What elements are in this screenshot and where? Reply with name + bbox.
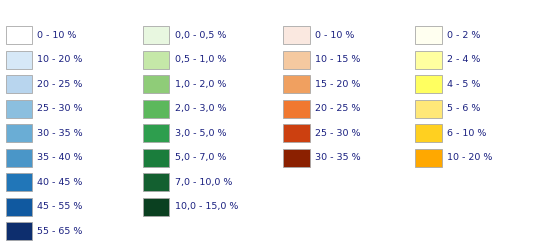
Text: 5 - 6 %: 5 - 6 % [447, 104, 481, 113]
FancyBboxPatch shape [6, 124, 32, 142]
FancyBboxPatch shape [143, 124, 169, 142]
FancyBboxPatch shape [6, 100, 32, 118]
FancyBboxPatch shape [143, 149, 169, 167]
Text: 10,0 - 15,0 %: 10,0 - 15,0 % [175, 202, 238, 211]
Text: 30 - 35 %: 30 - 35 % [37, 129, 83, 138]
Text: 0 - 2 %: 0 - 2 % [447, 31, 481, 40]
Text: 1,0 - 2,0 %: 1,0 - 2,0 % [175, 80, 226, 89]
FancyBboxPatch shape [415, 75, 442, 93]
Text: 0,0 - 0,5 %: 0,0 - 0,5 % [175, 31, 226, 40]
FancyBboxPatch shape [6, 26, 32, 44]
FancyBboxPatch shape [6, 51, 32, 69]
FancyBboxPatch shape [415, 51, 442, 69]
Text: 25 - 30 %: 25 - 30 % [37, 104, 83, 113]
FancyBboxPatch shape [6, 198, 32, 216]
Text: 40 - 45 %: 40 - 45 % [37, 178, 83, 187]
FancyBboxPatch shape [143, 100, 169, 118]
FancyBboxPatch shape [283, 100, 310, 118]
Text: 15 - 20 %: 15 - 20 % [315, 80, 361, 89]
Text: 2,0 - 3,0 %: 2,0 - 3,0 % [175, 104, 227, 113]
Text: 0 - 10 %: 0 - 10 % [315, 31, 355, 40]
Text: 7,0 - 10,0 %: 7,0 - 10,0 % [175, 178, 232, 187]
FancyBboxPatch shape [415, 149, 442, 167]
FancyBboxPatch shape [283, 51, 310, 69]
Text: 2 - 4 %: 2 - 4 % [447, 55, 481, 64]
FancyBboxPatch shape [143, 75, 169, 93]
FancyBboxPatch shape [415, 26, 442, 44]
FancyBboxPatch shape [143, 198, 169, 216]
FancyBboxPatch shape [283, 26, 310, 44]
FancyBboxPatch shape [415, 100, 442, 118]
Text: 45 - 55 %: 45 - 55 % [37, 202, 83, 211]
Text: 5,0 - 7,0 %: 5,0 - 7,0 % [175, 153, 226, 162]
Text: 20 - 25 %: 20 - 25 % [315, 104, 361, 113]
Text: 3,0 - 5,0 %: 3,0 - 5,0 % [175, 129, 227, 138]
Text: 30 - 35 %: 30 - 35 % [315, 153, 361, 162]
FancyBboxPatch shape [143, 173, 169, 191]
FancyBboxPatch shape [283, 124, 310, 142]
Text: 10 - 15 %: 10 - 15 % [315, 55, 361, 64]
FancyBboxPatch shape [283, 75, 310, 93]
Text: 0,5 - 1,0 %: 0,5 - 1,0 % [175, 55, 226, 64]
Text: 20 - 25 %: 20 - 25 % [37, 80, 83, 89]
FancyBboxPatch shape [6, 173, 32, 191]
FancyBboxPatch shape [415, 124, 442, 142]
Text: 0 - 10 %: 0 - 10 % [37, 31, 77, 40]
Text: 4 - 5 %: 4 - 5 % [447, 80, 481, 89]
Text: 6 - 10 %: 6 - 10 % [447, 129, 487, 138]
Text: 10 - 20 %: 10 - 20 % [37, 55, 83, 64]
FancyBboxPatch shape [283, 149, 310, 167]
FancyBboxPatch shape [6, 75, 32, 93]
FancyBboxPatch shape [6, 222, 32, 240]
Text: 35 - 40 %: 35 - 40 % [37, 153, 83, 162]
FancyBboxPatch shape [143, 51, 169, 69]
Text: 25 - 30 %: 25 - 30 % [315, 129, 361, 138]
FancyBboxPatch shape [6, 149, 32, 167]
FancyBboxPatch shape [143, 26, 169, 44]
Text: 10 - 20 %: 10 - 20 % [447, 153, 493, 162]
Text: 55 - 65 %: 55 - 65 % [37, 227, 83, 236]
